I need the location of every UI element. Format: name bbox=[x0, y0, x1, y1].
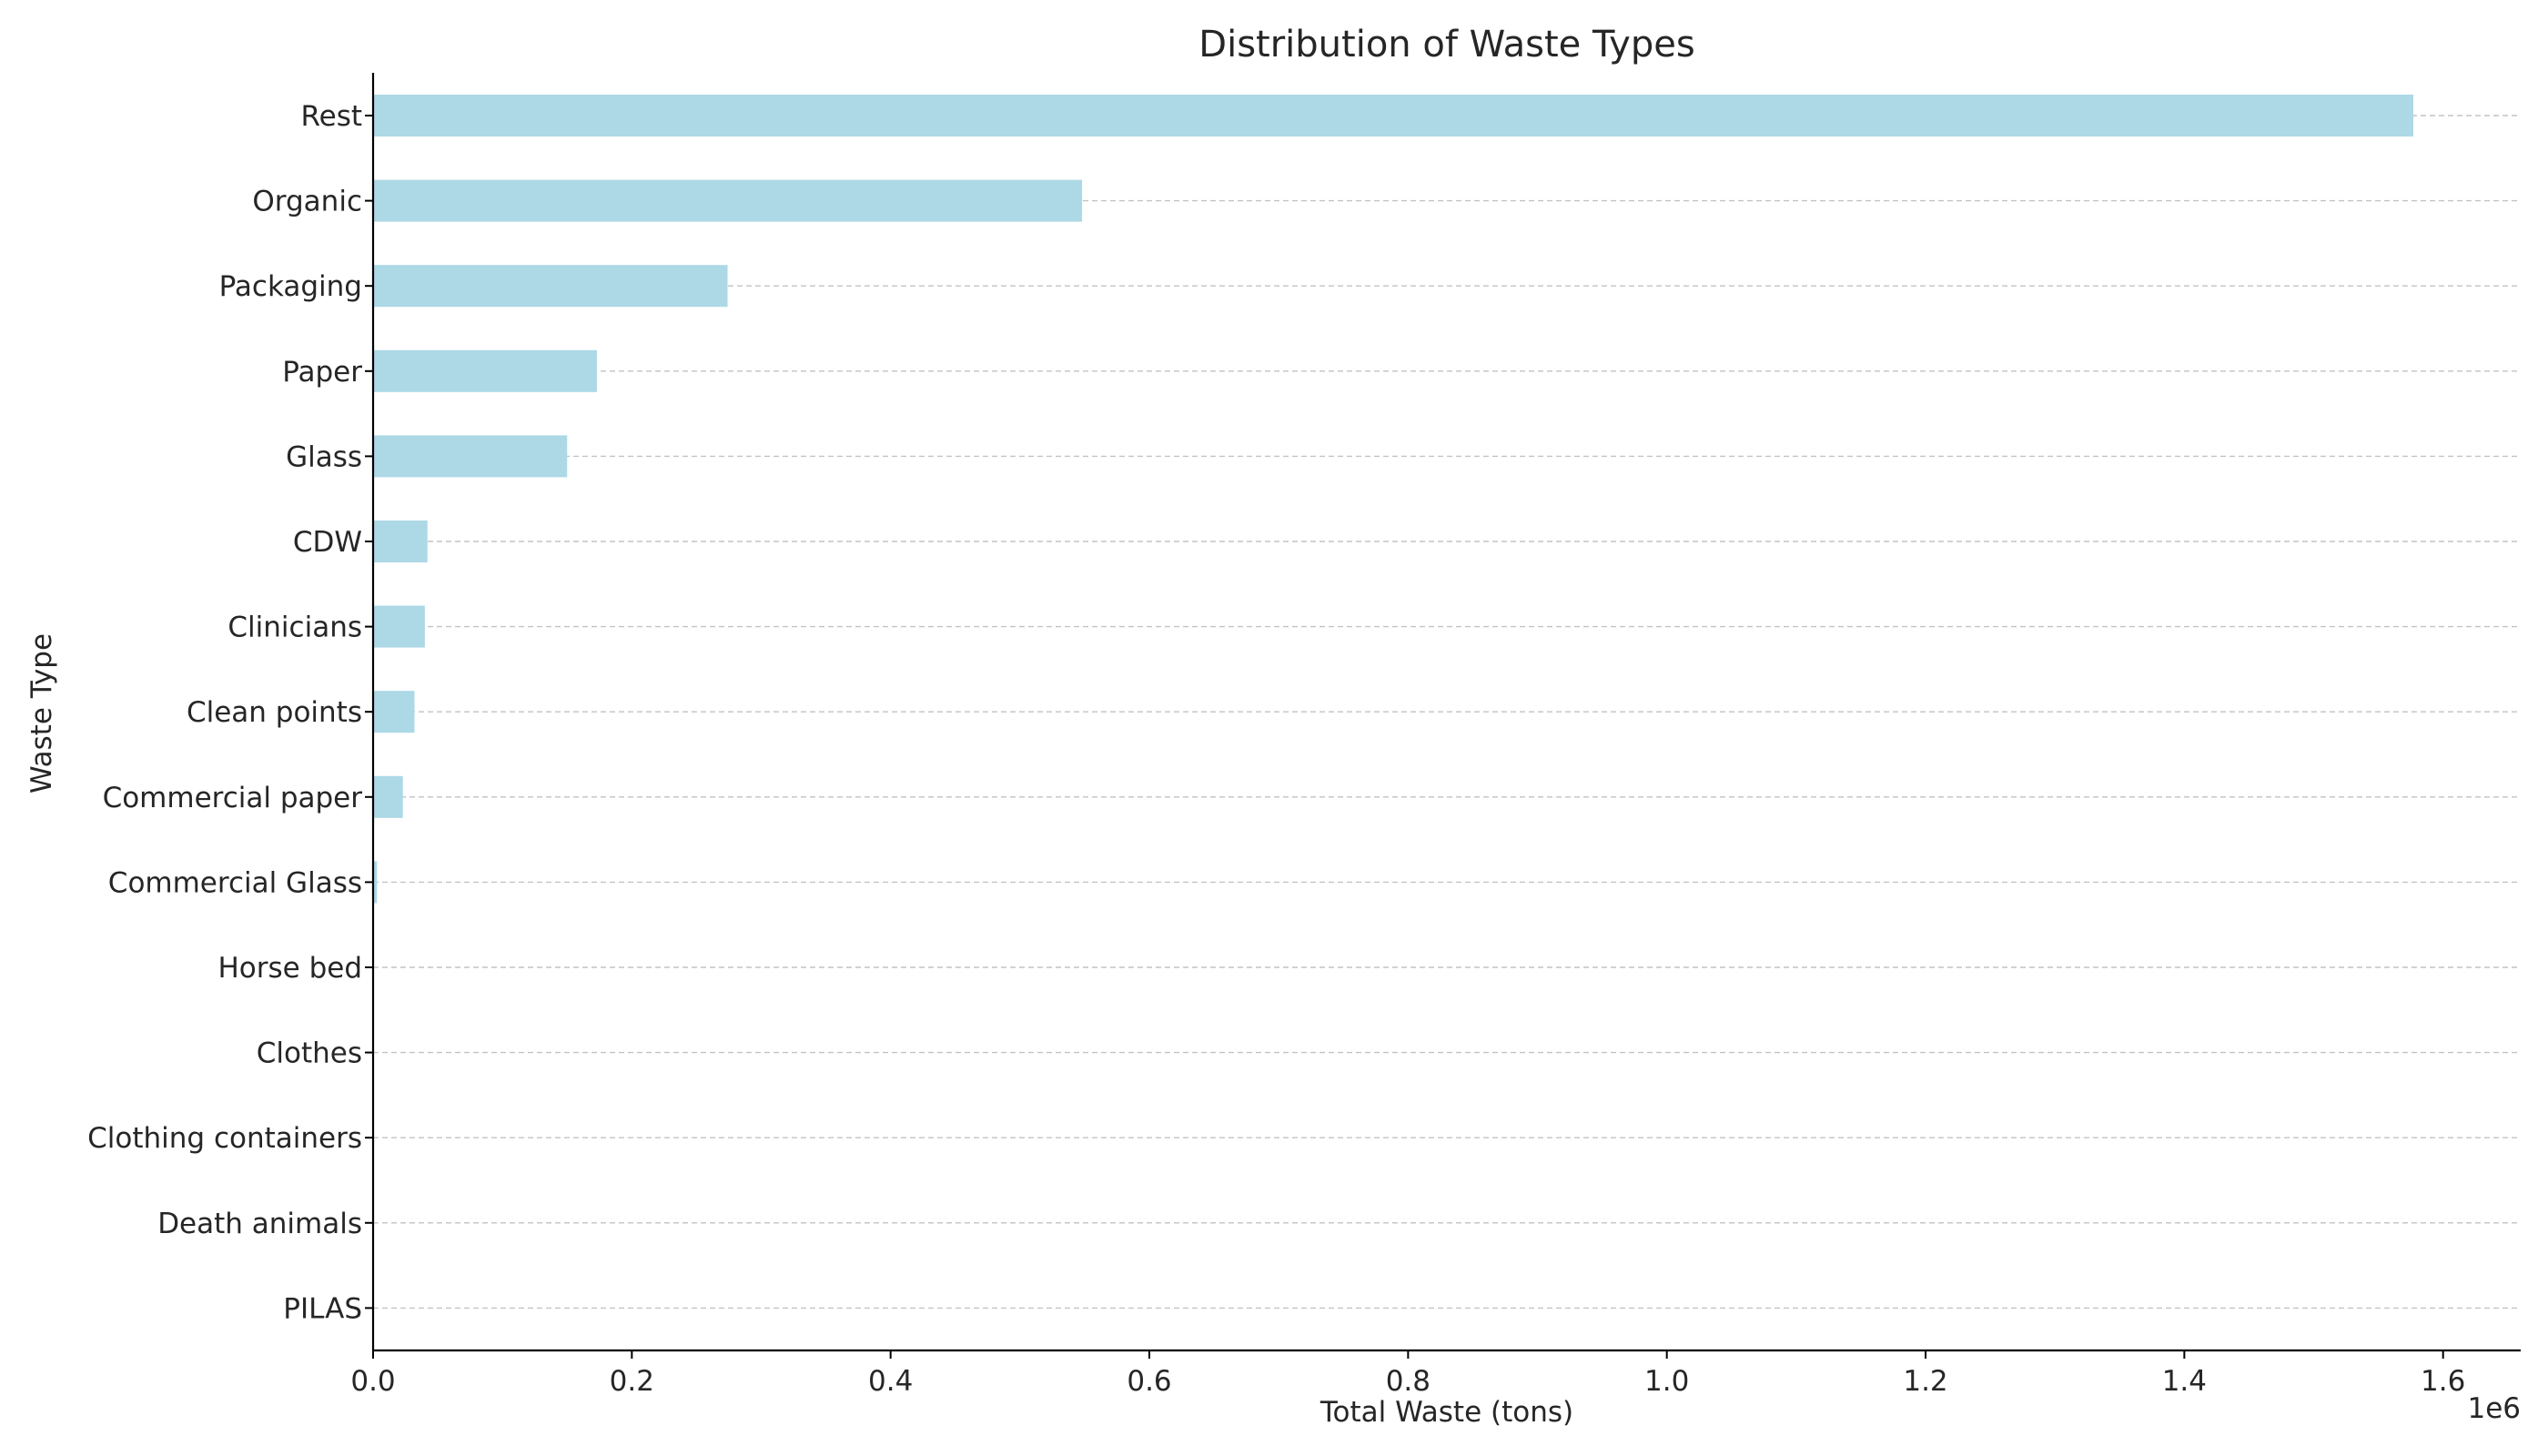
x-tick-label: 0.6 bbox=[1127, 1365, 1171, 1398]
y-tick-label: Commercial paper bbox=[103, 782, 363, 814]
bar bbox=[373, 521, 428, 562]
x-tick-label: 0.8 bbox=[1386, 1365, 1431, 1398]
y-tick-label: Clinicians bbox=[228, 612, 362, 644]
y-tick-label: Rest bbox=[300, 100, 362, 133]
bar bbox=[373, 349, 597, 392]
bar bbox=[373, 775, 403, 818]
x-axis-offset-label: 1e6 bbox=[2467, 1392, 2521, 1425]
x-axis-label: Total Waste (tons) bbox=[1320, 1396, 1573, 1429]
bar bbox=[373, 605, 425, 648]
y-tick-label: Clothing containers bbox=[87, 1122, 362, 1155]
bar bbox=[373, 179, 1083, 222]
y-tick-label: Commercial Glass bbox=[108, 866, 362, 899]
y-tick-label: Glass bbox=[286, 440, 362, 473]
bar bbox=[373, 691, 415, 733]
y-tick-label: Clean points bbox=[187, 696, 362, 729]
y-tick-label: Horse bed bbox=[217, 952, 362, 985]
y-tick-label: Packaging bbox=[219, 270, 362, 303]
x-tick-label: 0.4 bbox=[868, 1365, 913, 1398]
y-tick-label: Death animals bbox=[157, 1208, 362, 1240]
bar bbox=[373, 265, 728, 308]
y-tick-label: PILAS bbox=[283, 1292, 362, 1325]
gridlines bbox=[373, 115, 2521, 1309]
y-axis-label: Waste Type bbox=[25, 633, 58, 794]
bar bbox=[373, 95, 2413, 136]
bar bbox=[373, 435, 568, 478]
x-tick-label: 1.0 bbox=[1644, 1365, 1689, 1398]
y-tick-label: Organic bbox=[252, 186, 362, 218]
x-tick-label: 1.2 bbox=[1903, 1365, 1947, 1398]
y-ticks: Rest Organic Packaging Paper Glass CDW Clinici… bbox=[87, 100, 373, 1325]
x-tick-label: 1.4 bbox=[2162, 1365, 2207, 1398]
y-tick-label: CDW bbox=[293, 526, 362, 559]
y-tick-label: Clothes bbox=[257, 1037, 362, 1070]
x-tick-label: 1.6 bbox=[2421, 1365, 2465, 1398]
y-tick-label: Paper bbox=[282, 356, 362, 389]
bar bbox=[373, 861, 378, 904]
x-ticks: 0.0 0.2 0.4 0.6 0.8 1.0 1.2 1.4 1.6 bbox=[350, 1350, 2465, 1398]
chart-title: Distribution of Waste Types bbox=[1198, 24, 1694, 66]
bars bbox=[373, 95, 2413, 904]
x-tick-label: 0.2 bbox=[610, 1365, 654, 1398]
x-tick-label: 0.0 bbox=[350, 1365, 395, 1398]
